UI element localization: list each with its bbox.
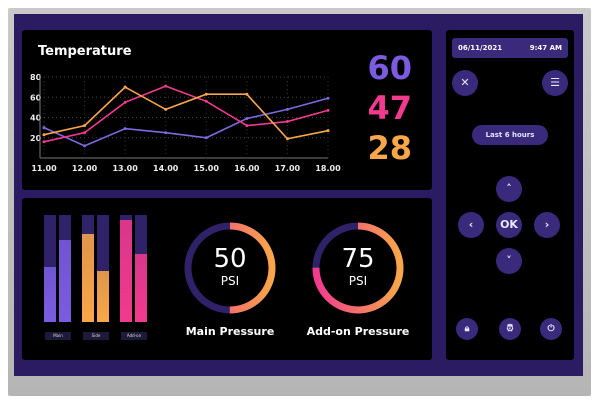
level-fill bbox=[97, 270, 109, 322]
chevron-up-icon: ˄ bbox=[506, 182, 512, 195]
data-point bbox=[326, 129, 330, 133]
data-point bbox=[123, 100, 127, 104]
data-point bbox=[42, 126, 46, 130]
y-tick-label: 20 bbox=[30, 134, 42, 143]
power-button[interactable]: ⏻ bbox=[540, 318, 562, 340]
menu-button[interactable]: ☰ bbox=[542, 70, 568, 96]
data-point bbox=[204, 136, 208, 140]
data-point bbox=[123, 85, 127, 89]
down-button[interactable]: ˅ bbox=[496, 248, 522, 274]
level-label: Main bbox=[45, 332, 71, 340]
level-bar bbox=[59, 215, 71, 322]
gauge-ring bbox=[184, 222, 276, 314]
x-tick-label: 18.00 bbox=[315, 164, 341, 173]
chevron-left-icon: ‹ bbox=[468, 218, 474, 231]
gauge-fill bbox=[184, 222, 276, 314]
data-point bbox=[42, 133, 46, 137]
pressure-panel: Main Side Add-on 50 PSI Main Pressure 75 PSI Ad… bbox=[22, 198, 432, 360]
data-point bbox=[164, 107, 168, 111]
y-tick-label: 40 bbox=[30, 114, 42, 123]
level-fill bbox=[135, 253, 147, 322]
gauge-label: Main Pressure bbox=[185, 325, 275, 338]
data-point bbox=[83, 144, 87, 148]
close-button[interactable]: ✕ bbox=[452, 70, 478, 96]
gauge-value: 75 bbox=[341, 244, 375, 274]
left-button[interactable]: ‹ bbox=[458, 212, 484, 238]
x-tick-label: 13.00 bbox=[112, 164, 138, 173]
data-point bbox=[123, 127, 127, 131]
current-purple: 60 bbox=[367, 49, 412, 87]
x-tick-label: 11.00 bbox=[31, 164, 57, 173]
level-fill bbox=[120, 220, 132, 322]
current-orange: 28 bbox=[367, 129, 412, 167]
data-point bbox=[245, 117, 249, 121]
data-point bbox=[285, 120, 289, 124]
close-icon: ✕ bbox=[460, 76, 470, 89]
time: 9:47 AM bbox=[529, 44, 562, 52]
data-point bbox=[204, 92, 208, 96]
data-point bbox=[326, 108, 330, 112]
control-panel: 06/11/2021 9:47 AM ✕ ☰ Last 6 hours ˄ ‹ … bbox=[446, 30, 574, 360]
y-tick-label: 80 bbox=[30, 73, 42, 82]
x-tick-label: 14.00 bbox=[153, 164, 179, 173]
chevron-right-icon: › bbox=[544, 218, 550, 231]
lock-icon: 🔒︎ bbox=[464, 324, 470, 334]
data-point bbox=[83, 124, 87, 128]
level-fill bbox=[59, 239, 71, 322]
data-point bbox=[285, 137, 289, 141]
level-fill bbox=[44, 267, 56, 322]
series-line bbox=[43, 97, 329, 147]
x-tick-label: 12.00 bbox=[72, 164, 98, 173]
x-tick-label: 16.00 bbox=[234, 164, 260, 173]
data-point bbox=[164, 131, 168, 135]
level-bar bbox=[120, 215, 132, 322]
series-line bbox=[43, 86, 329, 140]
data-point bbox=[245, 92, 249, 96]
ok-button[interactable]: OK bbox=[496, 212, 522, 238]
up-button[interactable]: ˄ bbox=[496, 176, 522, 202]
gauge-unit: PSI bbox=[348, 274, 368, 288]
gauge-label: Add-on Pressure bbox=[306, 325, 410, 338]
data-point bbox=[326, 96, 330, 100]
menu-icon: ☰ bbox=[550, 76, 560, 89]
level-label: Side bbox=[83, 332, 109, 340]
level-bar bbox=[82, 215, 94, 322]
alarm-icon: ⏰︎ bbox=[506, 324, 514, 334]
level-bar bbox=[44, 215, 56, 322]
gauge-fill bbox=[312, 222, 404, 314]
data-point bbox=[285, 107, 289, 111]
y-tick-label: 60 bbox=[30, 93, 42, 102]
temperature-panel: Temperature 20 40 60 80 11.00 12.00 13.00 14.00… bbox=[22, 30, 432, 190]
alarm-button[interactable]: ⏰︎ bbox=[499, 318, 521, 340]
power-icon: ⏻ bbox=[547, 324, 555, 334]
current-pink: 47 bbox=[367, 89, 412, 127]
data-point bbox=[164, 84, 168, 88]
temperature-chart: 20 40 60 80 11.00 12.00 13.00 14.00 15.00 16.00 17… bbox=[30, 73, 341, 173]
data-point bbox=[83, 131, 87, 135]
data-point bbox=[42, 140, 46, 144]
level-bar bbox=[135, 215, 147, 322]
time-range-button[interactable]: Last 6 hours bbox=[472, 125, 548, 145]
x-tick-label: 17.00 bbox=[275, 164, 301, 173]
level-fill bbox=[82, 234, 94, 322]
gauge-unit: PSI bbox=[220, 274, 240, 288]
data-point bbox=[204, 99, 208, 103]
level-bar bbox=[97, 215, 109, 322]
temperature-title: Temperature bbox=[38, 44, 132, 59]
series-line bbox=[43, 85, 329, 143]
level-label: Add-on bbox=[121, 332, 147, 340]
datetime-bar: 06/11/2021 9:47 AM bbox=[452, 38, 568, 58]
date: 06/11/2021 bbox=[458, 44, 503, 52]
lock-button[interactable]: 🔒︎ bbox=[456, 318, 478, 340]
right-button[interactable]: › bbox=[534, 212, 560, 238]
x-tick-label: 15.00 bbox=[194, 164, 220, 173]
gauge-value: 50 bbox=[213, 244, 247, 274]
chevron-down-icon: ˅ bbox=[506, 254, 512, 267]
data-point bbox=[245, 124, 249, 128]
gauge-ring bbox=[312, 222, 404, 314]
